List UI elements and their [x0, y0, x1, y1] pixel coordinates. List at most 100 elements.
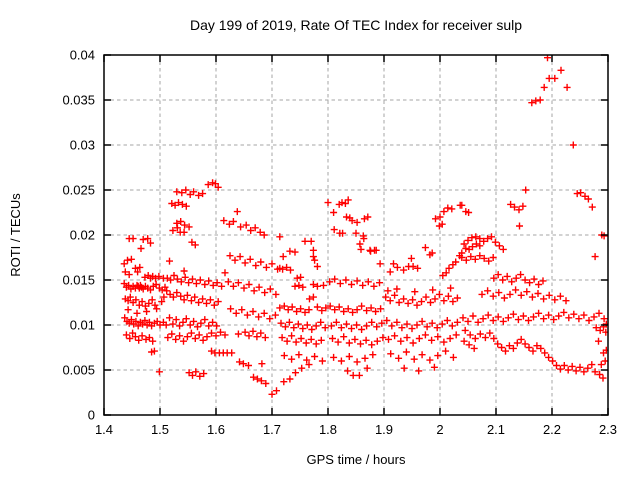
data-point-marker [330, 226, 338, 234]
data-point-marker [434, 352, 442, 360]
data-point-marker [326, 302, 334, 310]
data-point-marker [180, 267, 188, 275]
data-point-marker [588, 361, 596, 369]
data-point-marker [299, 325, 307, 333]
data-point-marker [507, 200, 515, 208]
data-point-marker [229, 282, 237, 290]
data-point-marker [305, 306, 313, 314]
data-point-marker [379, 334, 387, 342]
data-point-marker [337, 357, 345, 365]
data-point-marker [340, 308, 348, 315]
data-point-marker [576, 363, 584, 371]
data-point-marker [301, 237, 309, 245]
data-point-marker [187, 329, 195, 337]
data-point-marker [224, 278, 232, 286]
data-point-marker [517, 335, 525, 343]
data-point-marker [195, 331, 203, 339]
data-point-marker [139, 320, 147, 328]
data-point-marker [138, 298, 146, 306]
data-point-marker [151, 301, 159, 309]
data-point-marker [286, 375, 294, 383]
data-point-marker [339, 229, 347, 237]
y-tick-label: 0.035 [62, 93, 95, 108]
data-point-marker [393, 285, 401, 293]
data-point-marker [226, 252, 234, 260]
data-point-marker [545, 311, 553, 319]
data-point-marker [169, 227, 177, 234]
data-point-marker [288, 332, 296, 340]
data-point-marker [179, 318, 187, 326]
data-point-marker [135, 301, 143, 309]
data-point-marker [602, 320, 608, 328]
data-point-marker [393, 263, 401, 271]
data-point-marker [131, 264, 139, 272]
data-point-marker [287, 266, 294, 274]
data-point-marker [575, 315, 583, 323]
data-point-marker [363, 307, 371, 315]
data-point-marker [166, 257, 173, 265]
data-point-marker [353, 358, 361, 366]
data-point-marker [204, 181, 212, 189]
data-point-marker [178, 200, 186, 208]
data-point-marker [220, 217, 228, 225]
data-point-marker [268, 390, 276, 398]
data-point-marker [440, 208, 448, 216]
data-point-marker [147, 239, 154, 247]
x-tick-label: 2 [436, 422, 443, 437]
data-point-marker [317, 318, 325, 326]
data-point-marker [180, 296, 188, 304]
data-point-marker [288, 355, 296, 363]
data-point-marker [121, 268, 129, 276]
data-point-marker [413, 301, 421, 309]
data-point-marker [241, 259, 249, 267]
data-point-marker [494, 271, 502, 279]
data-point-marker [572, 367, 580, 375]
data-point-marker [338, 199, 346, 207]
data-point-marker [364, 213, 372, 221]
data-point-marker [181, 221, 189, 229]
data-point-marker [132, 296, 140, 304]
data-point-marker [253, 333, 261, 341]
data-point-marker [258, 360, 266, 368]
data-point-marker [133, 309, 141, 317]
data-point-marker [568, 362, 576, 370]
data-point-marker [539, 277, 547, 285]
data-point-marker [370, 282, 378, 290]
data-point-marker [348, 325, 355, 333]
x-tick-label: 1.4 [95, 422, 113, 437]
data-point-marker [480, 237, 488, 245]
data-point-marker [458, 254, 466, 261]
data-point-marker [360, 235, 368, 243]
data-point-marker [540, 315, 548, 323]
data-point-marker [469, 312, 477, 320]
data-point-marker [309, 253, 317, 261]
data-point-marker [494, 340, 502, 348]
x-tick-label: 1.6 [207, 422, 225, 437]
x-tick-label: 2.2 [543, 422, 561, 437]
data-point-marker [330, 353, 338, 361]
data-point-marker [532, 97, 540, 105]
data-point-marker [345, 353, 353, 360]
data-point-marker [306, 295, 313, 303]
data-point-marker [551, 74, 559, 82]
data-point-marker [409, 263, 417, 270]
data-point-marker [434, 333, 442, 341]
data-point-marker [545, 291, 553, 299]
data-point-marker [469, 243, 476, 251]
data-point-marker [191, 241, 199, 249]
data-point-marker [362, 336, 370, 344]
data-point-marker [453, 318, 461, 326]
data-point-marker [199, 190, 207, 198]
data-point-marker [292, 338, 300, 346]
y-axis-label: ROTI / TECUs [8, 193, 23, 277]
data-point-marker [452, 331, 460, 339]
data-point-marker [428, 319, 436, 327]
data-point-marker [361, 354, 369, 362]
data-point-marker [284, 306, 292, 314]
data-point-marker [313, 303, 321, 311]
data-point-marker [164, 334, 172, 342]
data-point-marker [535, 281, 543, 288]
data-point-marker [127, 255, 135, 263]
data-point-marker [355, 371, 363, 379]
data-point-marker [376, 279, 383, 287]
